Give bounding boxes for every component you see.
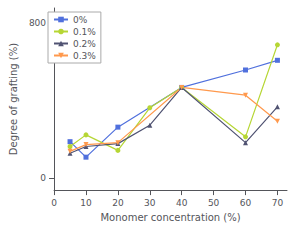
svg-text:10: 10 xyxy=(80,198,92,208)
svg-text:70: 70 xyxy=(272,198,284,208)
svg-text:0.1%: 0.1% xyxy=(73,27,96,37)
svg-text:800: 800 xyxy=(29,18,46,28)
svg-text:20: 20 xyxy=(112,198,124,208)
svg-text:60: 60 xyxy=(240,198,252,208)
svg-text:40: 40 xyxy=(176,198,188,208)
svg-text:0.2%: 0.2% xyxy=(73,39,96,49)
svg-text:0.3%: 0.3% xyxy=(73,51,96,61)
svg-text:50: 50 xyxy=(208,198,220,208)
svg-text:0: 0 xyxy=(51,198,57,208)
svg-text:0: 0 xyxy=(40,173,46,183)
svg-text:0%: 0% xyxy=(73,15,88,25)
svg-text:Monomer concentration (%): Monomer concentration (%) xyxy=(100,212,240,223)
svg-text:30: 30 xyxy=(144,198,156,208)
svg-text:Degree of grafting (%): Degree of grafting (%) xyxy=(8,43,19,155)
